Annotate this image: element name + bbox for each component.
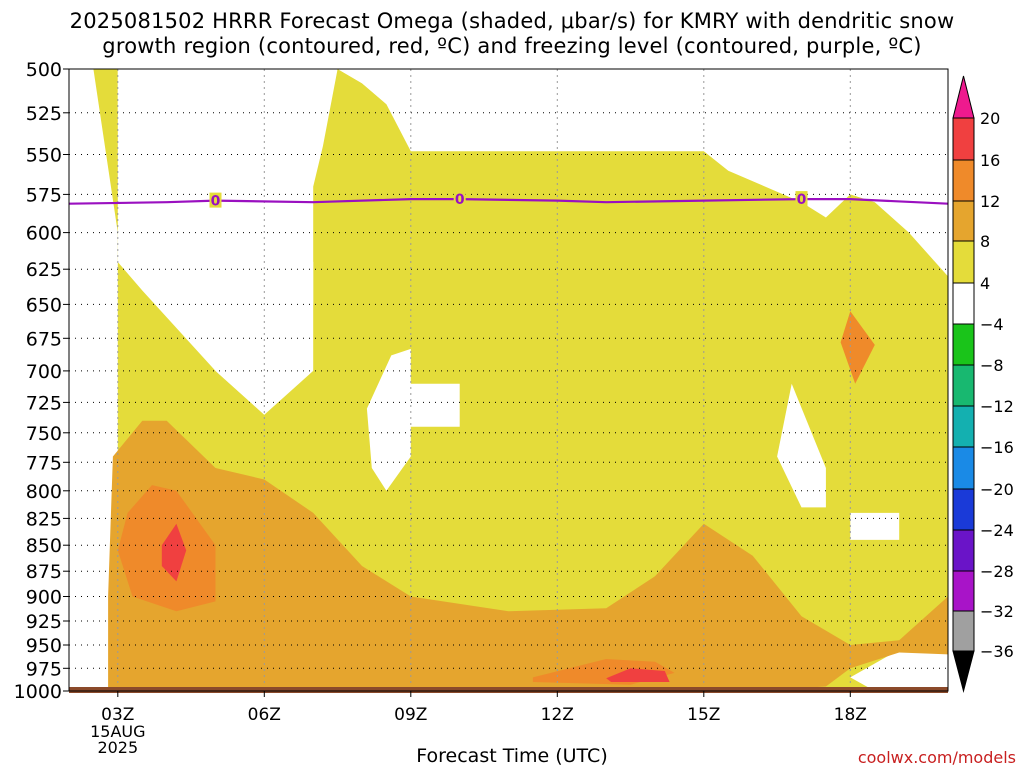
colorbar-band-3 xyxy=(952,200,975,242)
colorbar-band-4 xyxy=(952,240,975,284)
colorbar-band-1 xyxy=(952,117,975,161)
colorbar-band-8 xyxy=(952,405,975,448)
omega-region-10 xyxy=(850,645,948,691)
y-tick-label-975: 975 xyxy=(26,658,62,680)
x-date-label-1: 2025 xyxy=(97,738,138,757)
colorbar-label-5: −4 xyxy=(980,315,1004,334)
x-tick-label-03Z: 03Z xyxy=(101,705,134,725)
colorbar-label-11: −28 xyxy=(980,562,1014,581)
colorbar-band-10 xyxy=(952,488,975,531)
colorbar-band-13 xyxy=(952,610,975,652)
ground-strip xyxy=(69,687,948,693)
y-tick-label-850: 850 xyxy=(26,535,62,557)
omega-colorbar: 20 16 12 8 4 −4 −8 −12 −16 −20 −24 −28 −32 −36 xyxy=(952,75,1014,693)
plot-frame xyxy=(68,68,949,692)
y-tick-label-750: 750 xyxy=(26,423,62,445)
colorbar-band-2 xyxy=(952,159,975,202)
colorbar-label-3: 8 xyxy=(980,232,990,251)
omega-region-16 xyxy=(161,523,187,582)
freezing-level-label-2: 0 xyxy=(797,192,807,208)
omega-region-4 xyxy=(117,69,177,113)
omega-region-7 xyxy=(366,348,460,491)
omega-region-5 xyxy=(337,69,949,277)
y-tick-label-925: 925 xyxy=(26,611,62,633)
colorbar-band-12 xyxy=(952,570,975,612)
colorbar-label-1: 16 xyxy=(980,151,1000,170)
y-tick-label-675: 675 xyxy=(26,328,62,350)
y-tick-label-1000: 1000 xyxy=(14,681,62,703)
y-tick-label-525: 525 xyxy=(26,103,62,125)
colorbar-band-0 xyxy=(952,75,975,119)
omega-region-3 xyxy=(142,69,338,415)
colorbar-label-10: −24 xyxy=(980,521,1014,540)
omega-shaded-fills xyxy=(69,69,949,691)
y-tick-label-725: 725 xyxy=(26,392,62,414)
colorbar-band-6 xyxy=(952,323,975,366)
colorbar-band-7 xyxy=(952,364,975,407)
y-tick-label-900: 900 xyxy=(26,587,62,609)
colorbar-label-2: 12 xyxy=(980,192,1000,211)
y-tick-label-875: 875 xyxy=(26,561,62,583)
freezing-level-contour: 0 0 0 xyxy=(68,191,949,210)
colorbar-label-6: −8 xyxy=(980,356,1004,375)
omega-region-17 xyxy=(606,668,670,682)
freezing-level-label-0: 0 xyxy=(211,194,221,210)
y-tick-label-625: 625 xyxy=(26,259,62,281)
chart-title-line-2: growth region (contoured, red, ºC) and f… xyxy=(102,34,922,58)
omega-region-8 xyxy=(777,383,826,508)
colorbar-label-12: −32 xyxy=(980,602,1014,621)
omega-region-12 xyxy=(108,420,949,691)
colorbar-band-5 xyxy=(952,282,975,325)
y-tick-label-575: 575 xyxy=(26,184,62,206)
y-tick-label-825: 825 xyxy=(26,508,62,530)
x-tick-label-15Z: 15Z xyxy=(687,705,720,725)
colorbar-band-14 xyxy=(952,650,975,693)
y-tick-label-500: 500 xyxy=(26,59,62,81)
colorbar-label-4: 4 xyxy=(980,274,990,293)
y-tick-label-775: 775 xyxy=(26,452,62,474)
colorbar-label-0: 20 xyxy=(980,109,1000,128)
colorbar-label-9: −20 xyxy=(980,480,1014,499)
freezing-level-line xyxy=(68,198,949,205)
colorbar-band-9 xyxy=(952,446,975,490)
omega-region-2 xyxy=(69,69,118,691)
freezing-level-label-1: 0 xyxy=(455,192,465,208)
y-tick-label-600: 600 xyxy=(26,223,62,245)
y-axis-pressure-ticks: 500 525 550 575 600 625 650 675 700 725 750 775 800 8… xyxy=(14,59,69,703)
y-tick-label-800: 800 xyxy=(26,481,62,503)
freezing-label-bg-1 xyxy=(453,191,466,207)
colorbar-label-13: −36 xyxy=(980,642,1014,661)
x-tick-label-18Z: 18Z xyxy=(834,705,867,725)
y-tick-label-650: 650 xyxy=(26,294,62,316)
y-tick-label-550: 550 xyxy=(26,145,62,167)
x-tick-label-06Z: 06Z xyxy=(248,705,281,725)
y-tick-label-950: 950 xyxy=(26,635,62,657)
y-tick-label-700: 700 xyxy=(26,361,62,383)
x-axis-title: Forecast Time (UTC) xyxy=(416,745,608,767)
omega-region-9 xyxy=(850,512,900,540)
chart-title-line-1: 2025081502 HRRR Forecast Omega (shaded, … xyxy=(69,9,955,33)
colorbar-label-8: −16 xyxy=(980,438,1014,457)
omega-region-15 xyxy=(840,311,875,384)
x-date-label-0: 15AUG xyxy=(90,722,145,741)
freezing-label-bg-0 xyxy=(209,192,222,208)
colorbar-band-11 xyxy=(952,529,975,572)
x-tick-label-12Z: 12Z xyxy=(541,705,574,725)
freezing-label-bg-2 xyxy=(795,191,808,207)
colorbar-label-7: −12 xyxy=(980,397,1014,416)
source-credit[interactable]: coolwx.com/models xyxy=(857,748,1016,767)
x-tick-label-09Z: 09Z xyxy=(394,705,427,725)
